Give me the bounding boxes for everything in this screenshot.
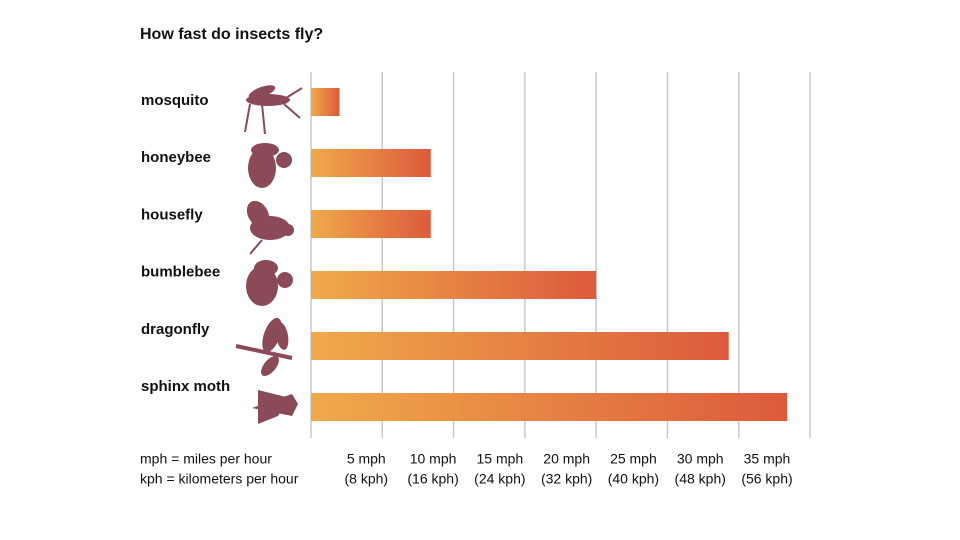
bar <box>311 393 788 421</box>
x-tick-label: 15 mph <box>477 451 524 467</box>
mosquito-icon <box>244 85 303 135</box>
note: kph = kilometers per hour <box>140 471 299 487</box>
chart-title: How fast do insects fly? <box>140 26 323 43</box>
sphinx-moth-icon <box>252 390 298 424</box>
bar <box>311 210 431 238</box>
bumblebee-icon <box>246 260 293 306</box>
x-tick-label: (32 kph) <box>541 471 592 487</box>
x-tick-label: 25 mph <box>610 451 657 467</box>
x-tick-label: 10 mph <box>410 451 457 467</box>
category-label: honeybee <box>141 149 211 166</box>
x-tick-label: 30 mph <box>677 451 724 467</box>
x-tick-label: 5 mph <box>347 451 386 467</box>
bar <box>311 271 597 299</box>
category-label: dragonfly <box>141 321 210 338</box>
dragonfly-icon <box>235 317 293 376</box>
x-tick-label: (56 kph) <box>741 471 792 487</box>
bar <box>311 149 431 177</box>
bar <box>311 88 340 116</box>
x-tick-label: (16 kph) <box>407 471 458 487</box>
x-tick-label: (48 kph) <box>675 471 726 487</box>
x-tick-label: 20 mph <box>543 451 590 467</box>
x-tick-label: (40 kph) <box>608 471 659 487</box>
housefly-icon <box>246 200 294 255</box>
category-label: sphinx moth <box>141 378 230 395</box>
insect-icons <box>235 85 303 424</box>
category-label: housefly <box>141 206 203 223</box>
category-label: bumblebee <box>141 264 220 281</box>
x-tick-label: (8 kph) <box>344 471 388 487</box>
honeybee-icon <box>248 143 292 188</box>
category-label: mosquito <box>141 92 209 109</box>
x-tick-label: (24 kph) <box>474 471 525 487</box>
note: mph = miles per hour <box>140 451 272 467</box>
bar <box>311 332 729 360</box>
x-tick-label: 35 mph <box>744 451 791 467</box>
